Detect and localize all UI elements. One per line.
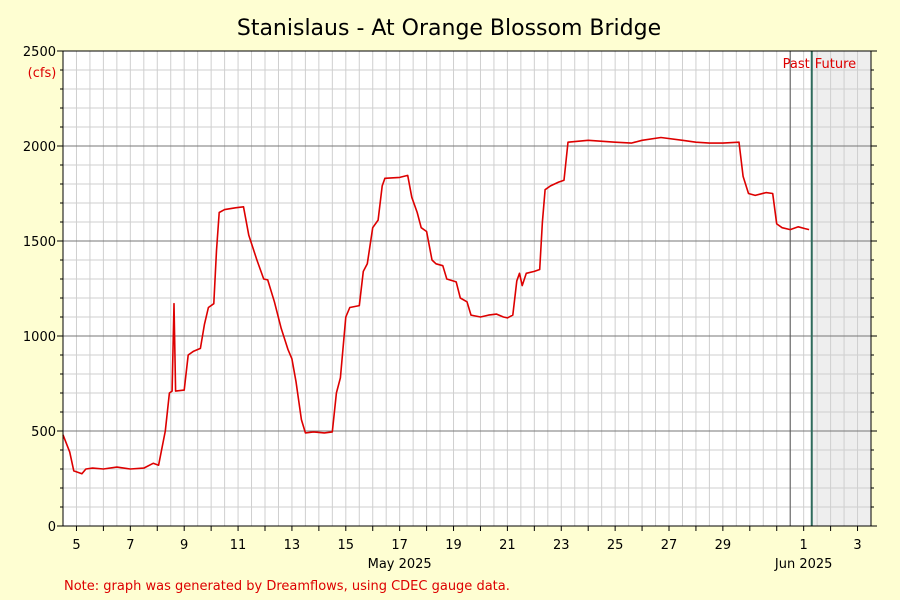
x-tick-label: 5: [72, 538, 80, 553]
x-tick-label: 19: [445, 538, 462, 553]
plot-border: [62, 50, 872, 527]
x-month-label: Jun 2025: [774, 557, 833, 572]
x-tick-label: 17: [391, 538, 408, 553]
x-tick-label: 9: [180, 538, 188, 553]
y-tick-label: 2000: [23, 140, 56, 155]
y-tick-label: 0: [48, 520, 56, 535]
x-tick-label: 1: [800, 538, 808, 553]
x-tick-label: 11: [230, 538, 247, 553]
future-label: Future: [815, 57, 856, 72]
x-tick-label: 3: [853, 538, 861, 553]
past-label: Past: [783, 57, 810, 72]
x-tick-label: 25: [607, 538, 624, 553]
x-tick-label: 21: [499, 538, 516, 553]
major-gridlines: [63, 145, 871, 432]
minor-gridlines: [63, 51, 871, 526]
x-tick-label: 13: [284, 538, 301, 553]
x-tick-label: 23: [553, 538, 570, 553]
series-group: [62, 136, 810, 475]
x-tick-label: 7: [126, 538, 134, 553]
y-axis-ticks: 0 500 1000 1500 2000 2500: [23, 45, 877, 535]
y-tick-label: 500: [31, 425, 56, 440]
series-line: [62, 136, 810, 475]
x-tick-label: 29: [715, 538, 732, 553]
x-tick-label: 27: [661, 538, 678, 553]
source-note: Note: graph was generated by Dreamflows,…: [64, 579, 510, 594]
chart-title: Stanislaus - At Orange Blossom Bridge: [237, 16, 661, 41]
future-region: [811, 51, 871, 526]
x-tick-label: 15: [338, 538, 355, 553]
y-tick-label: 1000: [23, 330, 56, 345]
x-month-label: May 2025: [368, 557, 432, 572]
y-axis-unit-label: (cfs): [28, 66, 57, 81]
y-tick-label: 1500: [23, 235, 56, 250]
y-tick-label: 2500: [23, 45, 56, 60]
